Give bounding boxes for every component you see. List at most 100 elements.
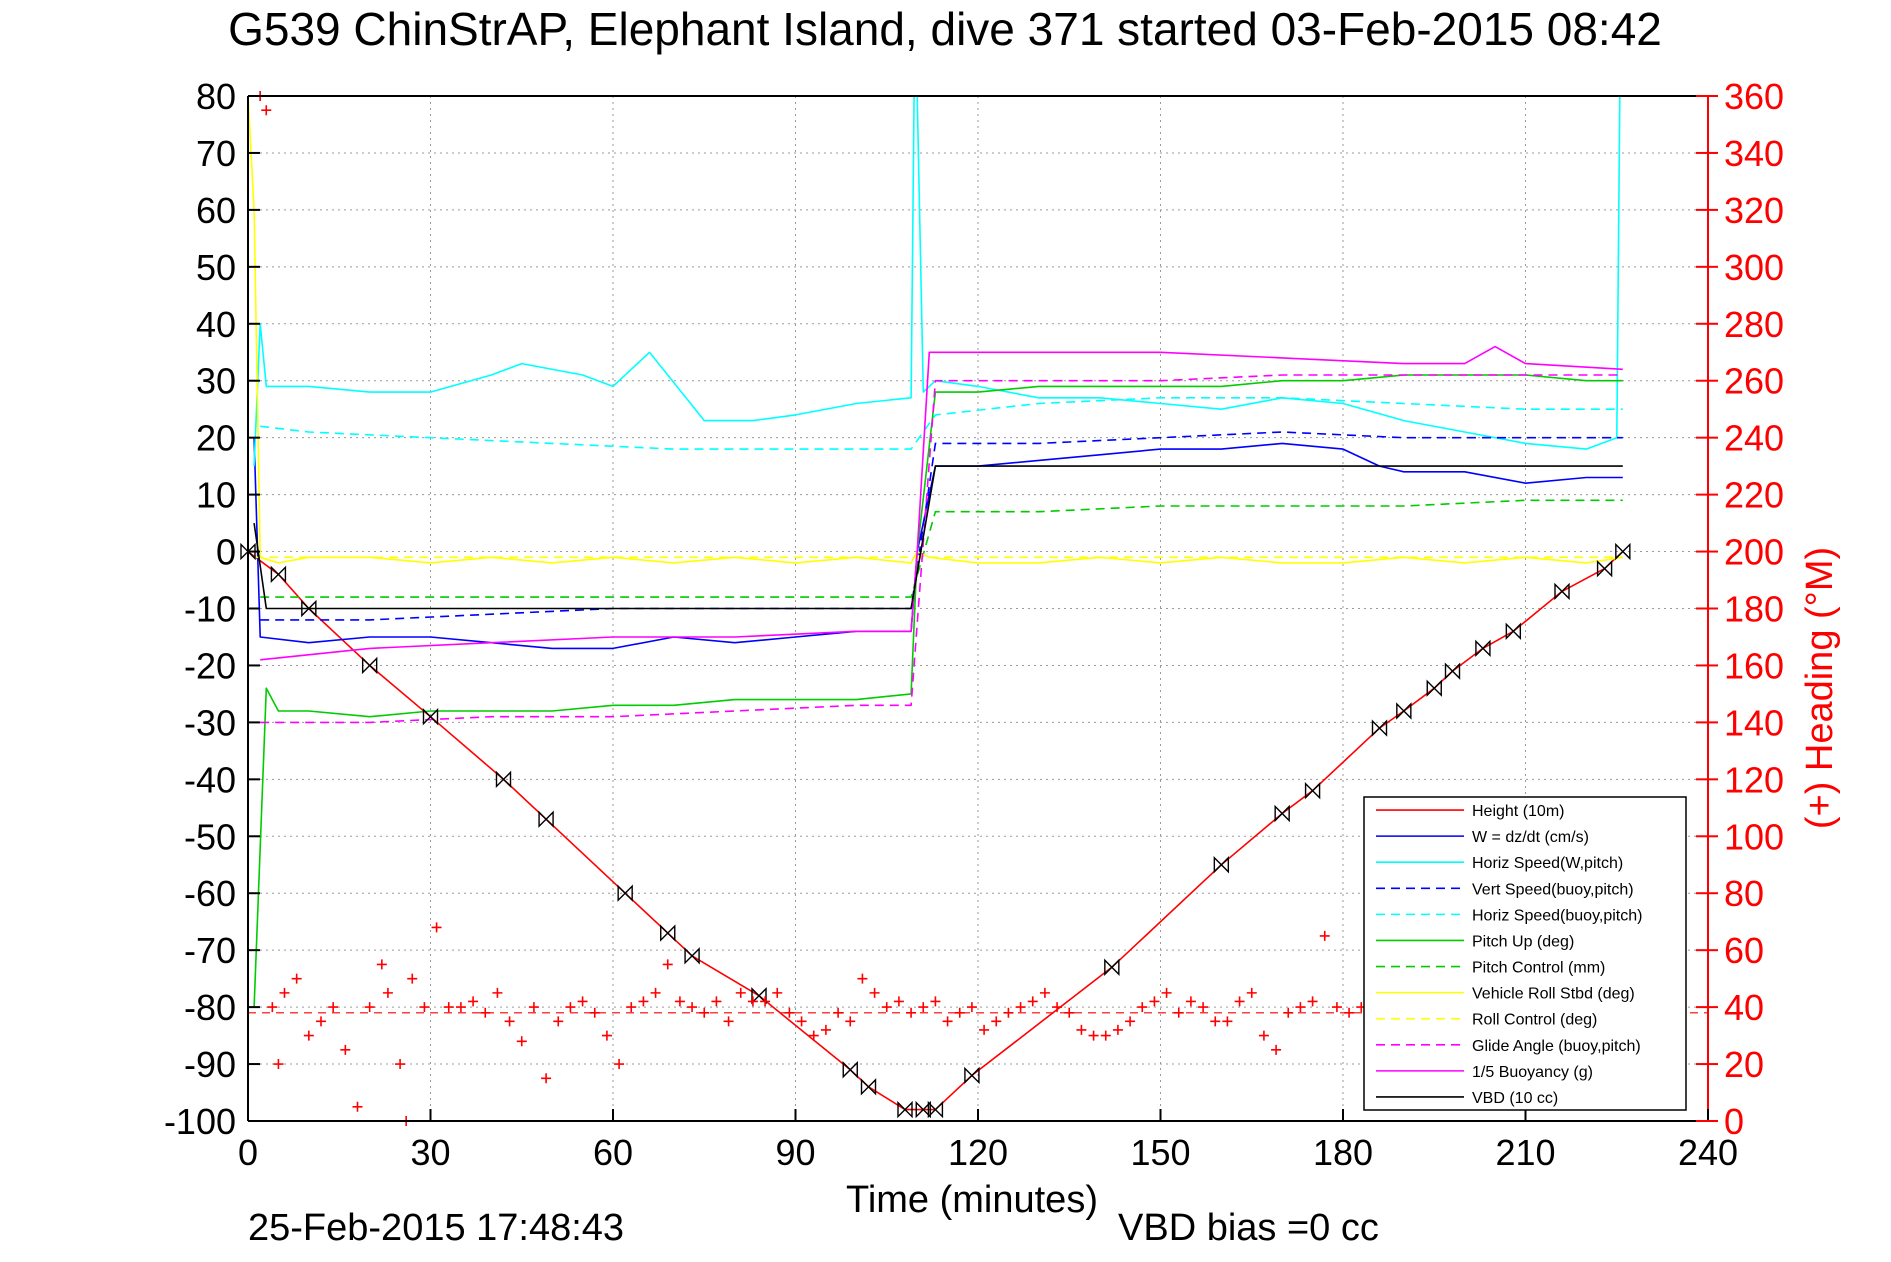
heading-point [1198,1002,1209,1013]
heading-point [1271,1044,1282,1055]
series-vehicle-roll-stbd-deg [247,95,1623,564]
y2-tick-label: 140 [1724,702,1784,743]
heading-point [930,996,941,1007]
heading-point [364,1002,375,1013]
y2-tick-label: 0 [1724,1101,1744,1142]
height-marker [1396,702,1412,720]
heading-point [589,1007,600,1018]
heading-point [1210,1016,1221,1027]
heading-point [1064,1007,1075,1018]
y2-tick-label: 340 [1724,133,1784,174]
x-tick-label: 180 [1313,1132,1373,1173]
series-vert-speed-buoy-pitch [260,431,1623,621]
legend: Height (10m) W = dz/dt (cm/s) Horiz Speed(… [1363,796,1687,1111]
y-tick-label: -20 [184,645,236,686]
legend-label-pitch-control-mm: Pitch Control (mm) [1472,960,1605,977]
heading-point [1331,1002,1342,1013]
y-tick-label: -70 [184,930,236,971]
heading-point [772,987,783,998]
heading-point [614,1059,625,1070]
heading-point [279,987,290,998]
height-marker [660,924,676,942]
series-horiz-speed-buoy-pitch [260,396,1623,450]
x-axis-label: Time (minutes) [846,1179,1098,1221]
x-tick-label: 150 [1130,1132,1190,1173]
heading-point [395,1059,406,1070]
series-pitch-control-mm [260,499,1623,598]
heading-point [565,1002,576,1013]
x-tick-label: 90 [775,1132,815,1173]
height-marker [927,1100,944,1119]
heading-point [601,1030,612,1041]
series-layer [240,95,1631,1119]
heading-point [881,1002,892,1013]
y2-axis-label: (+) Heading (°M) [1799,547,1841,829]
y-tick-label: -30 [184,702,236,743]
heading-point [1003,1007,1014,1018]
heading-point [1161,987,1172,998]
heading-point [687,1002,698,1013]
heading-point [796,1016,807,1027]
heading-point [1100,1030,1111,1041]
heading-point [918,1002,929,1013]
height-marker [684,947,700,965]
legend-label-vehicle-roll-stbd-deg: Vehicle Roll Stbd (deg) [1472,986,1635,1003]
height-marker [1104,958,1120,976]
height-marker [301,599,317,618]
height-marker [1615,542,1631,561]
height-marker [751,987,767,1005]
series-glide-angle-buoy-pitch [260,374,1623,724]
y2-tick-label: 180 [1724,589,1784,630]
footer-timestamp: 25-Feb-2015 17:48:43 [248,1207,624,1249]
heading-point [674,996,685,1007]
height-marker [617,884,633,902]
heading-point [845,1016,856,1027]
y2-tick-label: 40 [1724,987,1764,1028]
heading-point [1307,996,1318,1007]
heading-point [261,105,272,116]
series-height-10m [247,550,1624,1111]
height-marker [1444,662,1461,680]
y-tick-label: -60 [184,873,236,914]
y2-tick-label: 280 [1724,304,1784,345]
x-tick-label: 120 [948,1132,1008,1173]
height-marker [361,656,378,675]
y2-tick-label: 320 [1724,190,1784,231]
y-tick-label: 20 [196,418,236,459]
heading-point [650,987,661,998]
heading-point [1149,996,1160,1007]
heading-point [1112,1024,1123,1035]
legend-label-pitch-up-deg: Pitch Up (deg) [1472,933,1574,950]
heading-point [893,996,904,1007]
height-marker [240,542,256,561]
heading-point [966,1002,977,1013]
heading-point [1319,930,1330,941]
chart-title: G539 ChinStrAP, Elephant Island, dive 37… [228,3,1662,55]
heading-point [480,1007,491,1018]
legend-label-height-10m: Height (10m) [1472,803,1564,820]
legend-label-glide-angle-buoy-pitch: Glide Angle (buoy,pitch) [1472,1038,1641,1055]
heading-point [1258,1030,1269,1041]
series-w-dz-dt-cm-s [253,437,1623,650]
heading-point [1015,1002,1026,1013]
heading-point [468,996,479,1007]
y-tick-label: -80 [184,987,236,1028]
heading-point [382,987,393,998]
heading-point [979,1024,990,1035]
heading-point [1137,1002,1148,1013]
heading-point [267,1002,278,1013]
y2-tick-label: 200 [1724,532,1784,573]
heading-point [954,1007,965,1018]
heading-point [1039,987,1050,998]
y2-tick-label: 220 [1724,475,1784,516]
x-tick-label: 60 [593,1132,633,1173]
legend-label-horiz-speed-w-pitch: Horiz Speed(W,pitch) [1472,855,1623,872]
height-marker [964,1066,980,1085]
heading-point [1052,1002,1063,1013]
heading-point [735,987,746,998]
height-marker [538,810,554,828]
heading-point [407,973,418,984]
heading-point [760,996,771,1007]
heading-point [638,996,649,1007]
y2-tick-label: 100 [1724,816,1784,857]
